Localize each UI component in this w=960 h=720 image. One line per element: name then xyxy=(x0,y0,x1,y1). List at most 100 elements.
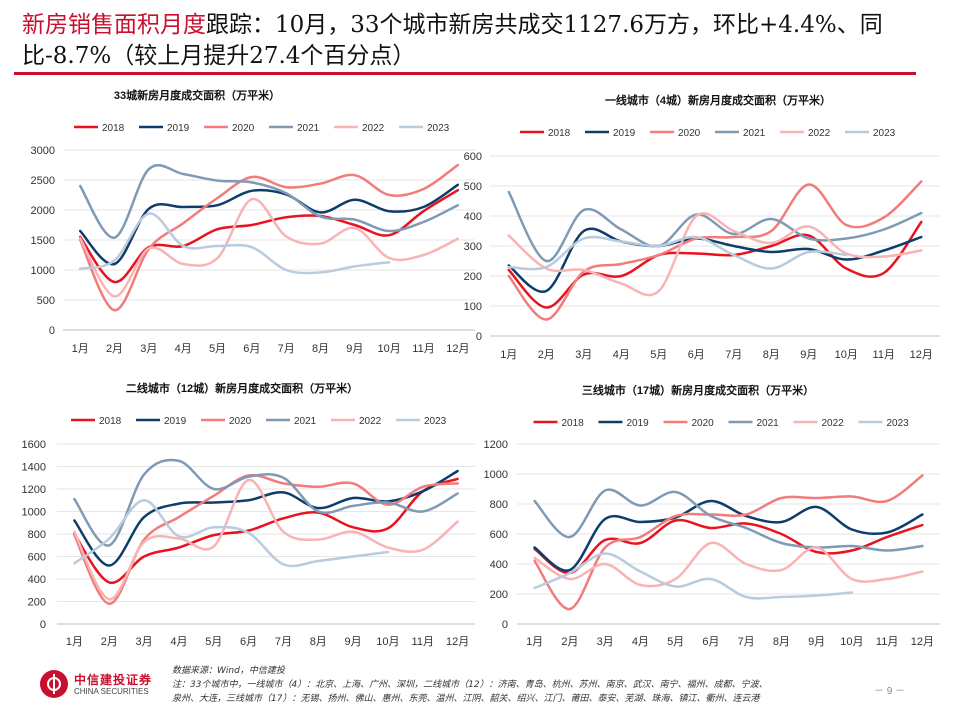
y-tick-label: 600 xyxy=(490,529,508,541)
series-line-2019 xyxy=(533,499,924,572)
series-line-2022 xyxy=(533,541,924,588)
series-line-2023 xyxy=(533,552,854,600)
x-tick-label: 8月 xyxy=(763,349,780,361)
x-tick-label: 9月 xyxy=(808,636,825,648)
y-tick-label: 300 xyxy=(464,241,482,253)
x-tick-label: 5月 xyxy=(205,636,222,648)
y-tick-label: 1000 xyxy=(22,507,46,519)
x-tick-label: 2月 xyxy=(106,343,123,355)
x-tick-label: 7月 xyxy=(738,636,755,648)
y-tick-label: 600 xyxy=(464,151,482,163)
legend-label: 2022 xyxy=(362,123,385,134)
chart-title: 33城新房月度成交面积（万平米） xyxy=(114,88,280,102)
x-tick-label: 1月 xyxy=(66,636,83,648)
chart-panel-3: 二线城市（12城）新房月度成交面积（万平米） 0 200 400 600 800 1000 1… xyxy=(22,381,475,648)
series-line-2021 xyxy=(73,458,459,547)
x-tick-label: 5月 xyxy=(667,636,684,648)
x-tick-label: 9月 xyxy=(345,636,362,648)
source-note: 数据来源：Wind，中信建投 注：33个城市中，一线城市（4）：北京、上海、广州… xyxy=(172,664,862,706)
y-tick-label: 2500 xyxy=(31,175,55,187)
legend-label: 2022 xyxy=(359,416,382,427)
x-tick-label: 4月 xyxy=(175,343,192,355)
legend-label: 2023 xyxy=(427,123,450,134)
y-tick-label: 1000 xyxy=(484,469,508,481)
x-tick-label: 10月 xyxy=(840,636,863,648)
x-tick-label: 11月 xyxy=(876,636,898,648)
series-line-2018 xyxy=(507,220,923,309)
series-line-2021 xyxy=(533,488,924,552)
legend-label: 2022 xyxy=(808,128,831,139)
x-tick-label: 5月 xyxy=(650,349,667,361)
x-tick-label: 7月 xyxy=(278,343,295,355)
x-tick-label: 10月 xyxy=(376,636,399,648)
series-line-2023 xyxy=(78,212,391,275)
series-line-2019 xyxy=(507,227,923,293)
y-tick-label: 800 xyxy=(28,529,46,541)
logo-mark-icon xyxy=(40,670,68,698)
y-tick-label: 600 xyxy=(28,552,46,564)
source-line-2: 注：33个城市中，一线城市（4）：北京、上海、广州、深圳，二线城市（12）：济南… xyxy=(172,680,768,690)
y-tick-label: 400 xyxy=(490,559,508,571)
y-tick-label: 200 xyxy=(490,589,508,601)
legend-label: 2021 xyxy=(294,416,317,427)
legend-label: 2021 xyxy=(297,123,320,134)
y-tick-label: 1500 xyxy=(31,235,55,247)
footer: 中信建投证券 CHINA SECURITIES 数据来源：Wind，中信建投 注… xyxy=(0,656,960,720)
legend-label: 2023 xyxy=(424,416,447,427)
x-tick-label: 2月 xyxy=(561,636,578,648)
y-tick-label: 1600 xyxy=(22,439,46,451)
y-tick-label: 1000 xyxy=(31,265,55,277)
x-tick-label: 8月 xyxy=(312,343,329,355)
chart-grid: 33城新房月度成交面积（万平米） 0 500 1000 1500 2000 2500 3000… xyxy=(0,78,960,660)
x-tick-label: 1月 xyxy=(526,636,543,648)
x-tick-label: 4月 xyxy=(170,636,187,648)
y-tick-label: 1200 xyxy=(484,439,508,451)
series-line-2022 xyxy=(507,212,923,297)
series-line-2020 xyxy=(507,180,923,321)
legend-label: 2019 xyxy=(627,418,650,429)
legend-label: 2019 xyxy=(167,123,190,134)
y-tick-label: 2000 xyxy=(31,205,55,217)
title-divider xyxy=(14,72,916,75)
chart-panel-4: 三线城市（17城）新房月度成交面积（万平米） 0 200 400 600 800 1000 1… xyxy=(484,383,940,648)
x-tick-label: 12月 xyxy=(911,636,934,648)
x-tick-label: 6月 xyxy=(243,343,260,355)
legend-label: 2021 xyxy=(757,418,780,429)
legend-label: 2018 xyxy=(562,418,585,429)
y-tick-label: 0 xyxy=(40,619,46,631)
y-tick-label: 100 xyxy=(464,301,482,313)
x-tick-label: 12月 xyxy=(446,343,469,355)
legend-label: 2019 xyxy=(164,416,187,427)
y-tick-label: 800 xyxy=(490,499,508,511)
x-tick-label: 4月 xyxy=(613,349,630,361)
series-line-2020 xyxy=(78,163,460,312)
y-tick-label: 500 xyxy=(464,181,482,193)
x-tick-label: 8月 xyxy=(773,636,790,648)
x-tick-label: 10月 xyxy=(378,343,401,355)
y-tick-label: 200 xyxy=(464,271,482,283)
x-tick-label: 9月 xyxy=(800,349,817,361)
x-tick-label: 1月 xyxy=(72,343,89,355)
series-line-2022 xyxy=(73,478,459,601)
series-line-2022 xyxy=(78,197,460,298)
x-tick-label: 5月 xyxy=(209,343,226,355)
x-tick-label: 1月 xyxy=(500,349,517,361)
x-tick-label: 7月 xyxy=(725,349,742,361)
legend-label: 2020 xyxy=(229,416,252,427)
legend-label: 2019 xyxy=(613,128,636,139)
x-tick-label: 10月 xyxy=(835,349,858,361)
x-tick-label: 7月 xyxy=(275,636,292,648)
chart-panel-1: 33城新房月度成交面积（万平米） 0 500 1000 1500 2000 2500 3000… xyxy=(31,88,475,355)
legend-label: 2020 xyxy=(692,418,715,429)
legend-label: 2020 xyxy=(678,128,701,139)
company-logo: 中信建投证券 CHINA SECURITIES xyxy=(40,670,164,700)
chart-panel-2: 一线城市（4城）新房月度成交面积（万平米） 0 100 200 300 400 500 600… xyxy=(464,93,940,361)
x-tick-label: 11月 xyxy=(873,349,895,361)
y-tick-label: 3000 xyxy=(31,145,55,157)
y-tick-label: 0 xyxy=(502,619,508,631)
series-line-2018 xyxy=(533,518,924,575)
x-tick-label: 3月 xyxy=(136,636,153,648)
series-line-2021 xyxy=(507,190,923,263)
y-tick-label: 0 xyxy=(476,331,482,343)
charts-svg: 33城新房月度成交面积（万平米）050010001500200025003000… xyxy=(22,88,940,648)
